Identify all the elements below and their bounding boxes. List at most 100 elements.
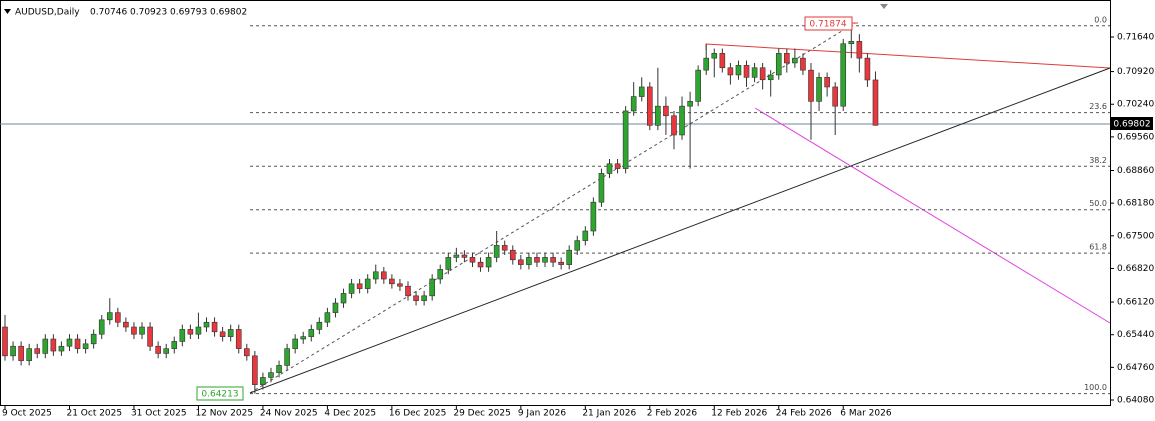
candle-body xyxy=(324,312,331,323)
candle-body xyxy=(381,271,387,280)
candle-body xyxy=(171,341,178,349)
candle-body xyxy=(74,338,81,349)
x-tick-label: 24 Nov 2025 xyxy=(260,409,318,419)
fib-level-label: 100.0 xyxy=(1084,383,1107,392)
candle-body xyxy=(292,338,298,349)
candle-body xyxy=(719,53,726,69)
fib-level-label: 38.2 xyxy=(1089,156,1107,165)
candle-body xyxy=(614,163,621,169)
candle-body xyxy=(646,86,653,126)
candle-body xyxy=(123,321,129,328)
candle-body xyxy=(751,67,758,78)
x-tick-label: 16 Dec 2025 xyxy=(389,409,447,419)
x-tick-label: 6 Mar 2026 xyxy=(840,409,892,419)
y-tick-label: 0.66120 xyxy=(1117,298,1154,308)
candle-body xyxy=(630,96,637,112)
shift-marker xyxy=(880,4,888,9)
candle-body xyxy=(211,321,218,333)
candle-body xyxy=(445,257,452,270)
symbol-title: AUDUSD,Daily xyxy=(15,8,80,18)
candle-body xyxy=(574,240,581,251)
candle-body xyxy=(389,278,395,285)
candle-body xyxy=(872,79,879,126)
x-tick-label: 12 Nov 2025 xyxy=(195,409,253,419)
candle-body xyxy=(687,101,693,107)
candle-body xyxy=(469,257,476,263)
candle-body xyxy=(622,110,629,169)
candle-body xyxy=(509,249,516,261)
candle-body xyxy=(759,67,766,81)
candle-body xyxy=(824,77,830,88)
menu-arrow xyxy=(4,9,11,14)
candle-body xyxy=(461,254,468,258)
low-box xyxy=(196,386,244,401)
y-tick-label: 0.67500 xyxy=(1117,231,1154,241)
candle-body xyxy=(58,345,65,352)
candle-body xyxy=(638,86,645,97)
candle-body xyxy=(155,345,161,354)
candle-body xyxy=(42,338,49,354)
candle-body xyxy=(131,326,137,335)
candle-body xyxy=(364,278,371,289)
candle-body xyxy=(784,53,790,64)
candle-body xyxy=(106,312,113,321)
candle-body xyxy=(695,69,701,102)
x-tick-label: 9 Jan 2026 xyxy=(518,409,566,419)
trend-line-magenta xyxy=(754,107,1111,324)
candle-body xyxy=(840,43,847,107)
x-tick-label: 12 Feb 2026 xyxy=(711,409,767,419)
candle-body xyxy=(34,348,41,354)
trend-line-black xyxy=(249,67,1111,394)
y-tick-label: 0.70240 xyxy=(1117,100,1154,110)
y-tick-label: 0.69560 xyxy=(1117,132,1154,142)
candle-body xyxy=(671,115,677,136)
x-tick-label: 24 Feb 2026 xyxy=(776,409,832,419)
candle-body xyxy=(421,295,427,301)
candle-body xyxy=(848,41,855,45)
candle-body xyxy=(767,74,774,81)
fib-level-label: 61.8 xyxy=(1089,243,1107,252)
y-tick-label: 0.64080 xyxy=(1117,396,1154,406)
candle-body xyxy=(526,257,532,265)
candle-body xyxy=(356,283,363,289)
x-tick-label: 21 Oct 2025 xyxy=(66,409,122,419)
candle-body xyxy=(590,201,597,232)
y-tick-label: 0.65440 xyxy=(1117,330,1154,340)
candle-body xyxy=(598,173,605,203)
plot-frame xyxy=(0,0,1111,406)
candle-body xyxy=(115,312,121,323)
candle-body xyxy=(18,345,24,361)
candle-body xyxy=(82,343,89,349)
candle-body xyxy=(348,283,355,294)
y-tick-label: 0.68860 xyxy=(1117,166,1154,176)
y-tick-label: 0.71640 xyxy=(1117,33,1154,43)
y-tick-label: 0.70920 xyxy=(1117,67,1154,77)
y-tick-label: 0.66820 xyxy=(1117,264,1154,274)
x-tick-label: 4 Dec 2025 xyxy=(324,409,376,419)
high-label: 0.71874 xyxy=(809,20,846,30)
candle-body xyxy=(284,348,290,366)
fib-level-label: 23.6 xyxy=(1089,102,1107,111)
y-tick-label: 0.68180 xyxy=(1117,199,1154,209)
candle-body xyxy=(340,293,347,304)
candle-body xyxy=(453,254,460,258)
candle-body xyxy=(260,377,266,385)
candle-body xyxy=(493,245,500,258)
trend-line-red xyxy=(705,43,1111,69)
candle-body xyxy=(397,283,403,287)
candle-body xyxy=(163,348,169,354)
candle-body xyxy=(518,259,524,265)
price-box xyxy=(1111,117,1153,130)
candle-body xyxy=(276,365,282,373)
candle-body xyxy=(308,329,315,337)
candle-body xyxy=(663,105,669,117)
candles xyxy=(2,25,879,394)
candle-body xyxy=(66,338,73,347)
candle-body xyxy=(50,338,57,352)
candle-body xyxy=(10,345,16,357)
fib-trend-line xyxy=(249,22,856,394)
candle-body xyxy=(2,326,8,357)
candle-body xyxy=(413,295,419,301)
candle-body xyxy=(227,329,234,337)
